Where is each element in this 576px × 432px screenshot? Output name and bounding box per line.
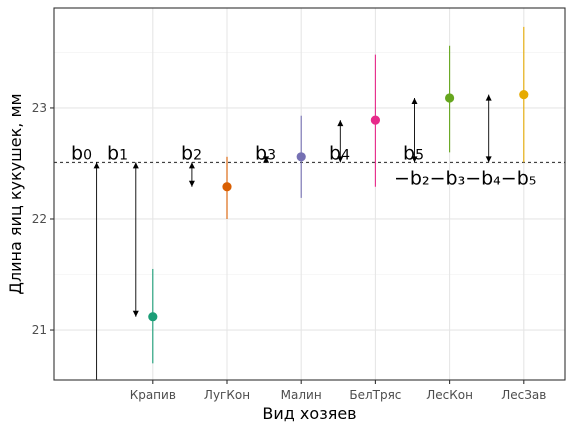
y-tick-label: 22: [32, 212, 47, 226]
annotation-b0: b0: [71, 142, 92, 164]
data-point-group: [445, 45, 455, 153]
arrow-head: [485, 94, 492, 101]
y-tick-label: 21: [32, 323, 47, 337]
arrow-b2: [263, 156, 270, 163]
effect-arrows: [93, 94, 492, 380]
data-point: [222, 182, 232, 192]
annotation-combined: −b₂−b₃−b₄−b₅: [394, 167, 536, 189]
annotation-b1: b1: [107, 142, 128, 164]
plot-panel: [53, 7, 566, 381]
data-point: [519, 90, 529, 100]
arrow-b5: [485, 94, 492, 163]
arrow-head: [337, 156, 344, 163]
data-point-group: [222, 156, 232, 219]
arrow-head: [337, 120, 344, 127]
arrow-b0: [93, 162, 100, 380]
data-point: [445, 93, 455, 103]
series: [148, 26, 529, 364]
arrow-head: [485, 156, 492, 163]
x-tick-label: ЛесКон: [426, 388, 473, 402]
arrow-b4: [411, 97, 418, 163]
annotation-b4: b4: [329, 142, 350, 164]
x-tick-label: ЛесЗав: [501, 388, 546, 402]
x-tick-label: ЛугКон: [204, 388, 250, 402]
annotations: b0 b1 b2 b3 b4 b5 −b₂−b₃−b₄−b₅: [71, 142, 536, 189]
x-tick-label: Крапив: [130, 388, 176, 402]
arrow-head: [188, 180, 195, 187]
data-point-group: [370, 54, 380, 187]
arrow-head: [411, 156, 418, 163]
arrow-head: [263, 156, 270, 163]
data-point: [148, 312, 158, 322]
arrow-b3: [337, 120, 344, 163]
x-tick-label: Малин: [281, 388, 322, 402]
arrow-head: [411, 97, 418, 104]
annotation-b2: b2: [181, 142, 202, 164]
arrow-b1: [188, 162, 195, 187]
data-point-group: [296, 115, 306, 198]
x-tick-label: БелТряс: [349, 388, 401, 402]
arrow-head: [132, 162, 139, 169]
data-point-group: [519, 26, 529, 163]
x-axis: Крапив ЛугКон Малин БелТряс ЛесКон ЛесЗав: [130, 380, 546, 402]
arrow-head: [93, 162, 100, 169]
annotation-b3: b3: [255, 142, 276, 164]
arrow-b1: [132, 162, 139, 317]
data-point: [370, 115, 380, 125]
annotation-b5: b5: [403, 142, 424, 164]
arrow-head: [188, 162, 195, 169]
y-axis-label: Длина яиц кукушек, мм: [6, 93, 25, 294]
x-axis-label: Вид хозяев: [262, 404, 356, 423]
data-point-group: [148, 268, 158, 364]
data-point: [296, 152, 306, 162]
y-tick-label: 23: [32, 101, 47, 115]
arrow-head: [132, 310, 139, 317]
grid: [54, 8, 565, 380]
y-axis: 21 22 23: [32, 101, 54, 337]
